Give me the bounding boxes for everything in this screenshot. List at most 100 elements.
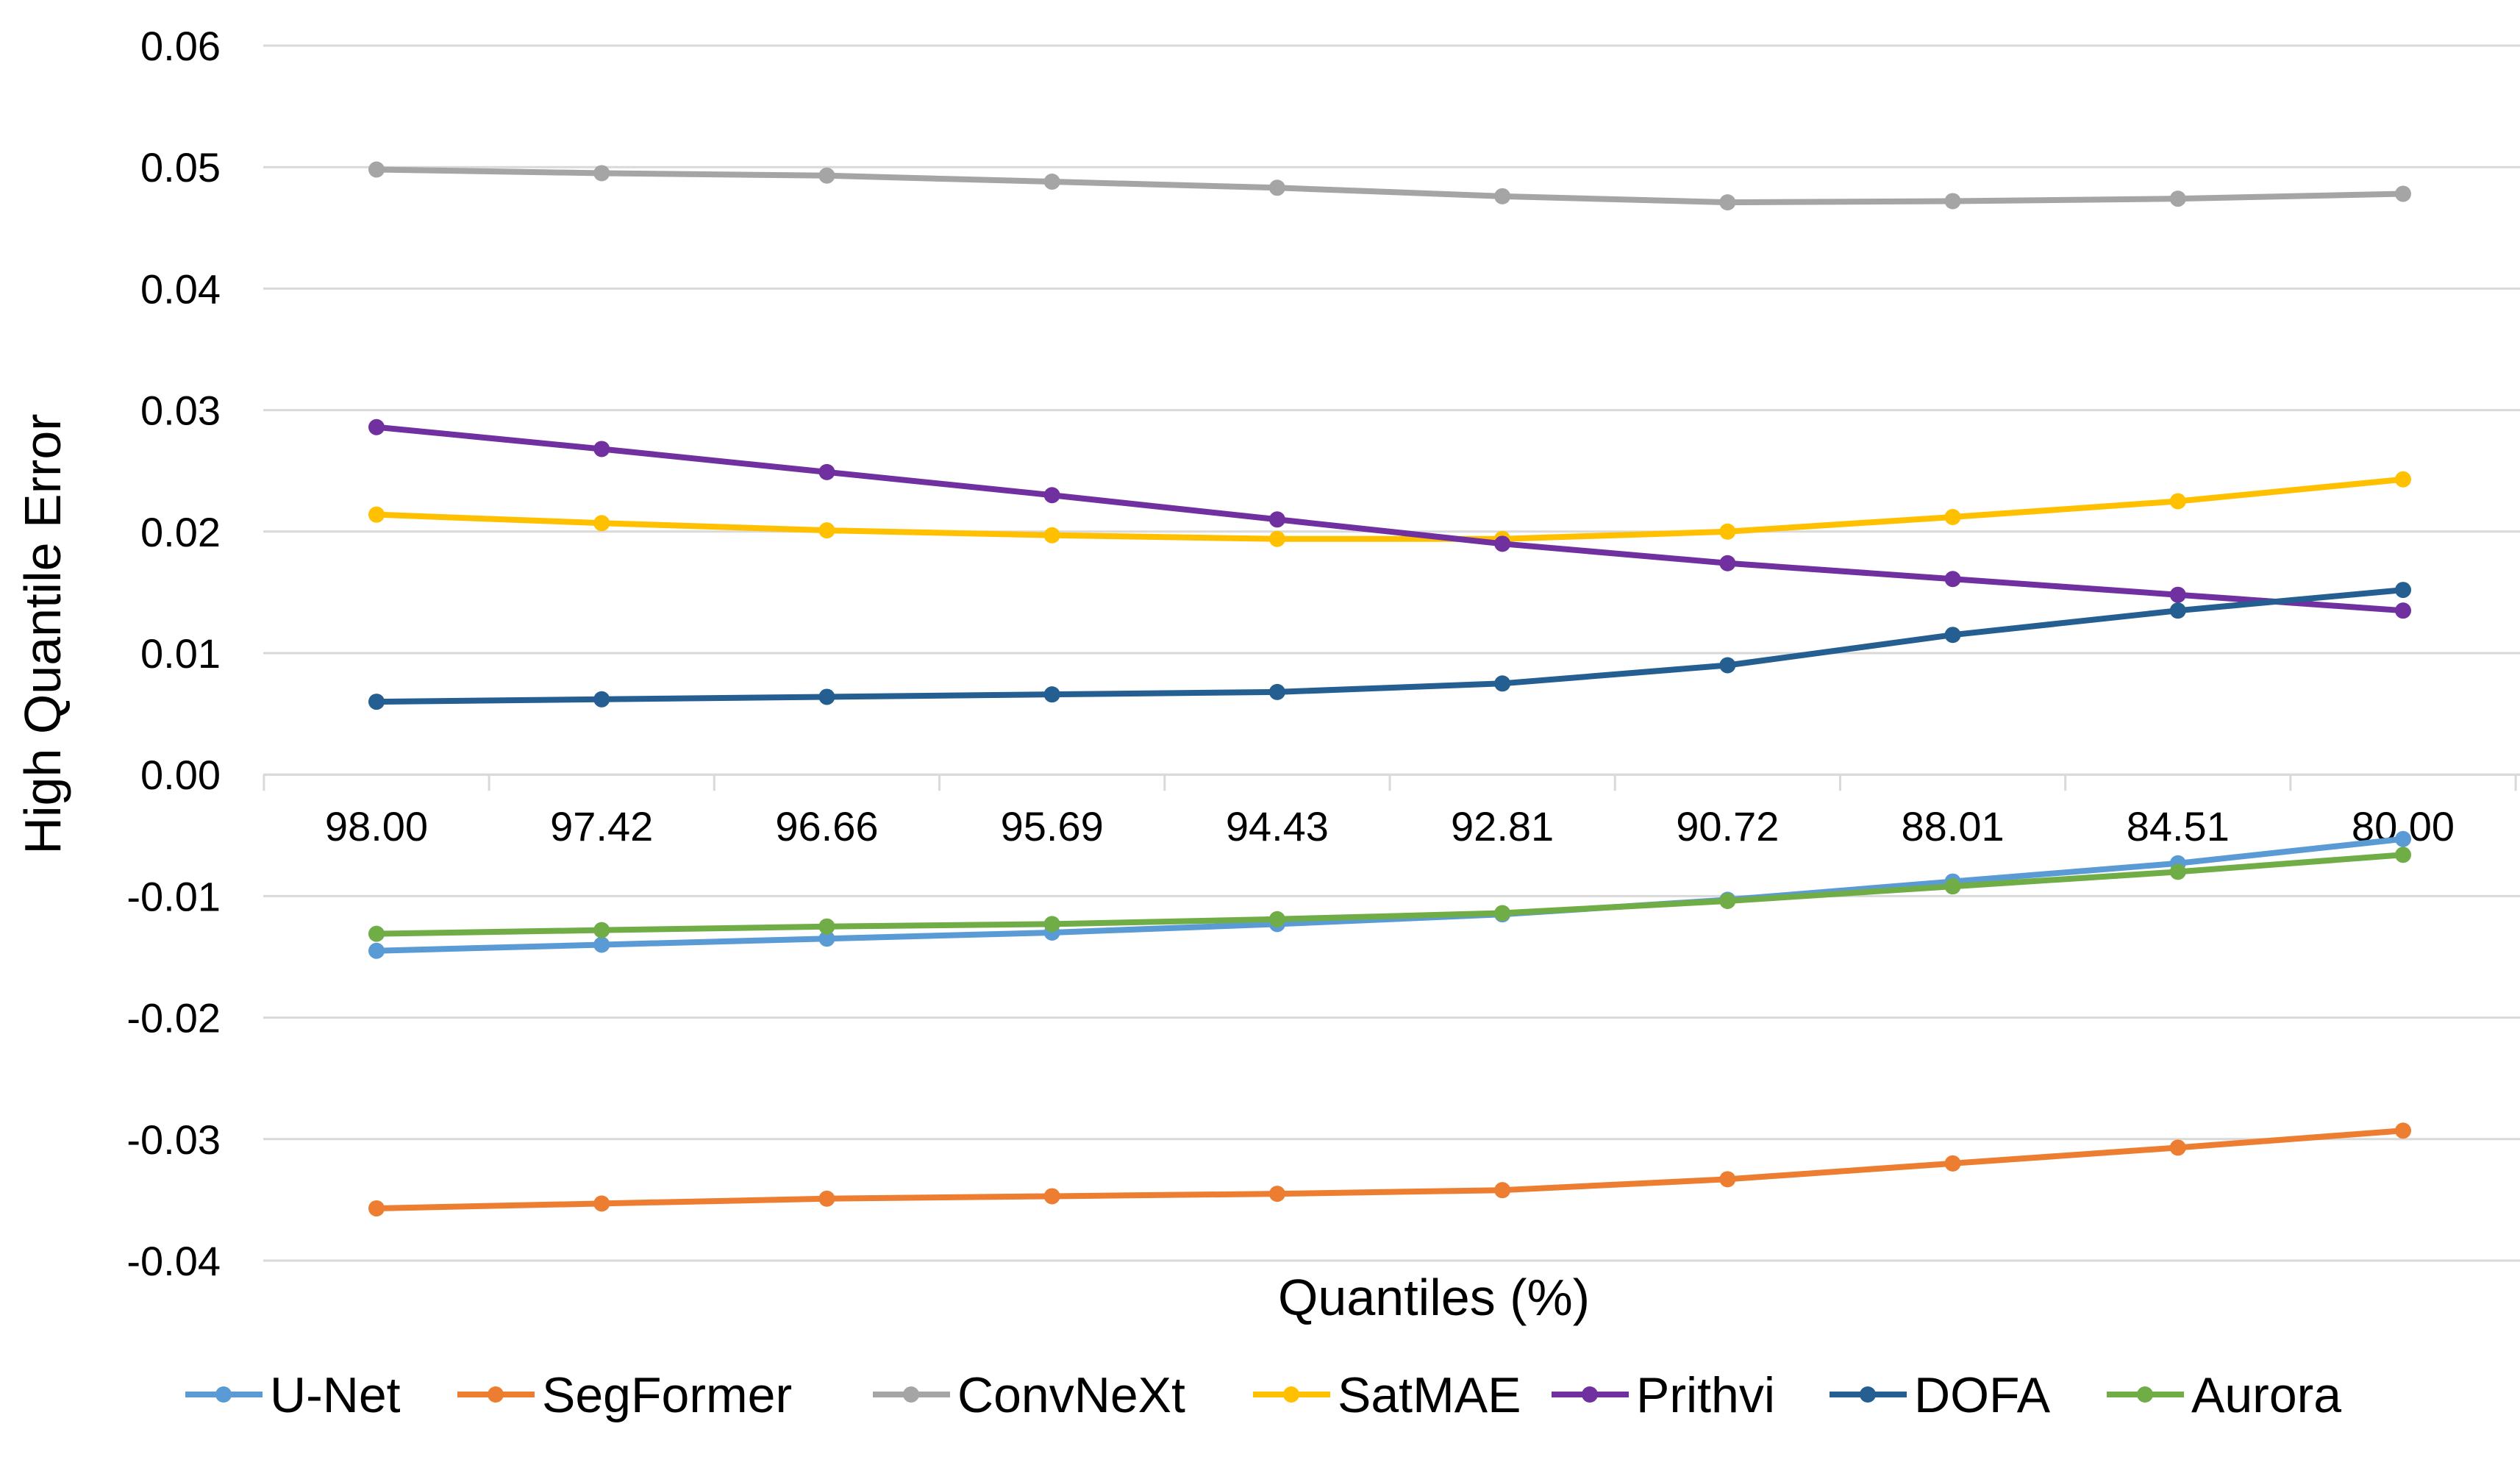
series-line-aurora: [374, 852, 2406, 937]
x-axis-title: Quantiles (%): [1278, 1269, 1590, 1326]
series-satmae: [368, 471, 2411, 547]
data-point-convnext: [2169, 190, 2186, 207]
x-tick-label: 98.00: [325, 803, 428, 849]
legend-label: SatMAE: [1338, 1367, 1521, 1423]
data-point-aurora: [1944, 878, 1961, 895]
data-point-dofa: [818, 688, 835, 705]
legend-item-convnext[interactable]: ConvNeXt: [873, 1367, 1185, 1423]
data-point-segformer: [2395, 1122, 2411, 1139]
data-point-segformer: [1268, 1186, 1285, 1203]
data-point-convnext: [593, 165, 610, 182]
data-point-dofa: [2395, 582, 2411, 599]
series-lines: [368, 161, 2411, 1216]
data-point-prithvi: [2395, 602, 2411, 619]
data-point-satmae: [593, 515, 610, 532]
data-point-u-net: [818, 930, 835, 947]
data-point-satmae: [2169, 493, 2186, 510]
data-point-convnext: [1944, 193, 1961, 210]
legend-label: Aurora: [2191, 1367, 2341, 1423]
y-tick-label: 0.02: [140, 509, 221, 555]
data-point-convnext: [1043, 174, 1060, 190]
data-point-aurora: [1043, 916, 1060, 933]
legend-swatch-marker: [215, 1386, 232, 1403]
data-point-prithvi: [1043, 487, 1060, 504]
y-tick-label: 0.01: [140, 630, 221, 677]
data-point-dofa: [2169, 602, 2186, 619]
x-tick-label: 88.01: [1901, 803, 2004, 849]
data-point-u-net: [2395, 830, 2411, 847]
series-line-segformer: [374, 1128, 2406, 1211]
data-point-aurora: [593, 922, 610, 938]
y-tick-label: 0.04: [140, 266, 221, 312]
data-point-aurora: [368, 925, 385, 942]
data-point-satmae: [2395, 471, 2411, 488]
y-tick-label: -0.04: [126, 1238, 221, 1284]
data-point-prithvi: [368, 418, 385, 435]
legend-label: DOFA: [1914, 1367, 2051, 1423]
y-axis-ticks: 0.06 0.05 0.04 0.03 0.02 0.01 0.00 -0.01 -0.02 -0…: [126, 23, 221, 1284]
data-point-convnext: [2395, 185, 2411, 202]
data-point-aurora: [2395, 847, 2411, 863]
data-point-prithvi: [1944, 571, 1961, 588]
data-point-segformer: [818, 1190, 835, 1207]
data-point-convnext: [1268, 179, 1285, 196]
y-tick-label: -0.03: [126, 1116, 221, 1163]
y-tick-label: 0.00: [140, 752, 221, 798]
legend-swatch-marker: [1582, 1386, 1598, 1403]
legend-swatch-marker: [2137, 1386, 2153, 1403]
x-tick-label: 90.72: [1676, 803, 1779, 849]
data-point-dofa: [1494, 675, 1511, 692]
series-prithvi: [368, 418, 2411, 619]
data-point-satmae: [1043, 527, 1060, 544]
series-convnext: [368, 161, 2411, 211]
legend-item-satmae[interactable]: SatMAE: [1253, 1367, 1521, 1423]
data-point-segformer: [368, 1200, 385, 1216]
y-tick-label: 0.03: [140, 388, 221, 434]
legend-item-dofa[interactable]: DOFA: [1830, 1367, 2051, 1423]
series-line-satmae: [374, 476, 2406, 542]
data-point-aurora: [818, 918, 835, 935]
legend-label: U-Net: [270, 1367, 401, 1423]
legend-swatch-marker: [488, 1386, 504, 1403]
gridlines: [263, 44, 2520, 1262]
data-point-segformer: [1944, 1155, 1961, 1172]
data-point-prithvi: [593, 441, 610, 457]
legend-item-aurora[interactable]: Aurora: [2107, 1367, 2341, 1423]
y-tick-label: -0.02: [126, 995, 221, 1041]
legend-label: Prithvi: [1636, 1367, 1775, 1423]
data-point-segformer: [1494, 1182, 1511, 1199]
series-line-prithvi: [374, 424, 2406, 614]
data-point-convnext: [1494, 188, 1511, 204]
legend-swatch-marker: [1283, 1386, 1299, 1403]
x-tick-label: 97.42: [550, 803, 653, 849]
x-tick-label: 94.43: [1226, 803, 1329, 849]
data-point-segformer: [1719, 1171, 1736, 1188]
data-point-prithvi: [818, 463, 835, 480]
data-point-segformer: [1043, 1188, 1060, 1205]
data-point-dofa: [1719, 657, 1736, 674]
legend-item-u-net[interactable]: U-Net: [185, 1367, 401, 1423]
data-point-u-net: [368, 942, 385, 959]
data-point-satmae: [1268, 530, 1285, 547]
legend-item-prithvi[interactable]: Prithvi: [1552, 1367, 1775, 1423]
x-tick-label: 84.51: [2127, 803, 2230, 849]
x-tick-label: 95.69: [1001, 803, 1104, 849]
data-point-prithvi: [1268, 511, 1285, 528]
series-u-net: [368, 830, 2411, 959]
data-point-u-net: [593, 936, 610, 953]
data-point-aurora: [1494, 905, 1511, 922]
legend-label: ConvNeXt: [957, 1367, 1185, 1423]
data-point-satmae: [1944, 508, 1961, 525]
data-point-satmae: [818, 522, 835, 539]
data-point-aurora: [1268, 911, 1285, 927]
data-point-dofa: [1944, 627, 1961, 644]
y-axis-title: High Quantile Error: [14, 413, 71, 854]
data-point-satmae: [368, 506, 385, 523]
series-line-u-net: [374, 836, 2406, 954]
legend-item-segformer[interactable]: SegFormer: [457, 1367, 792, 1423]
y-tick-label: 0.05: [140, 144, 221, 190]
series-line-convnext: [374, 166, 2406, 206]
series-aurora: [368, 847, 2411, 942]
